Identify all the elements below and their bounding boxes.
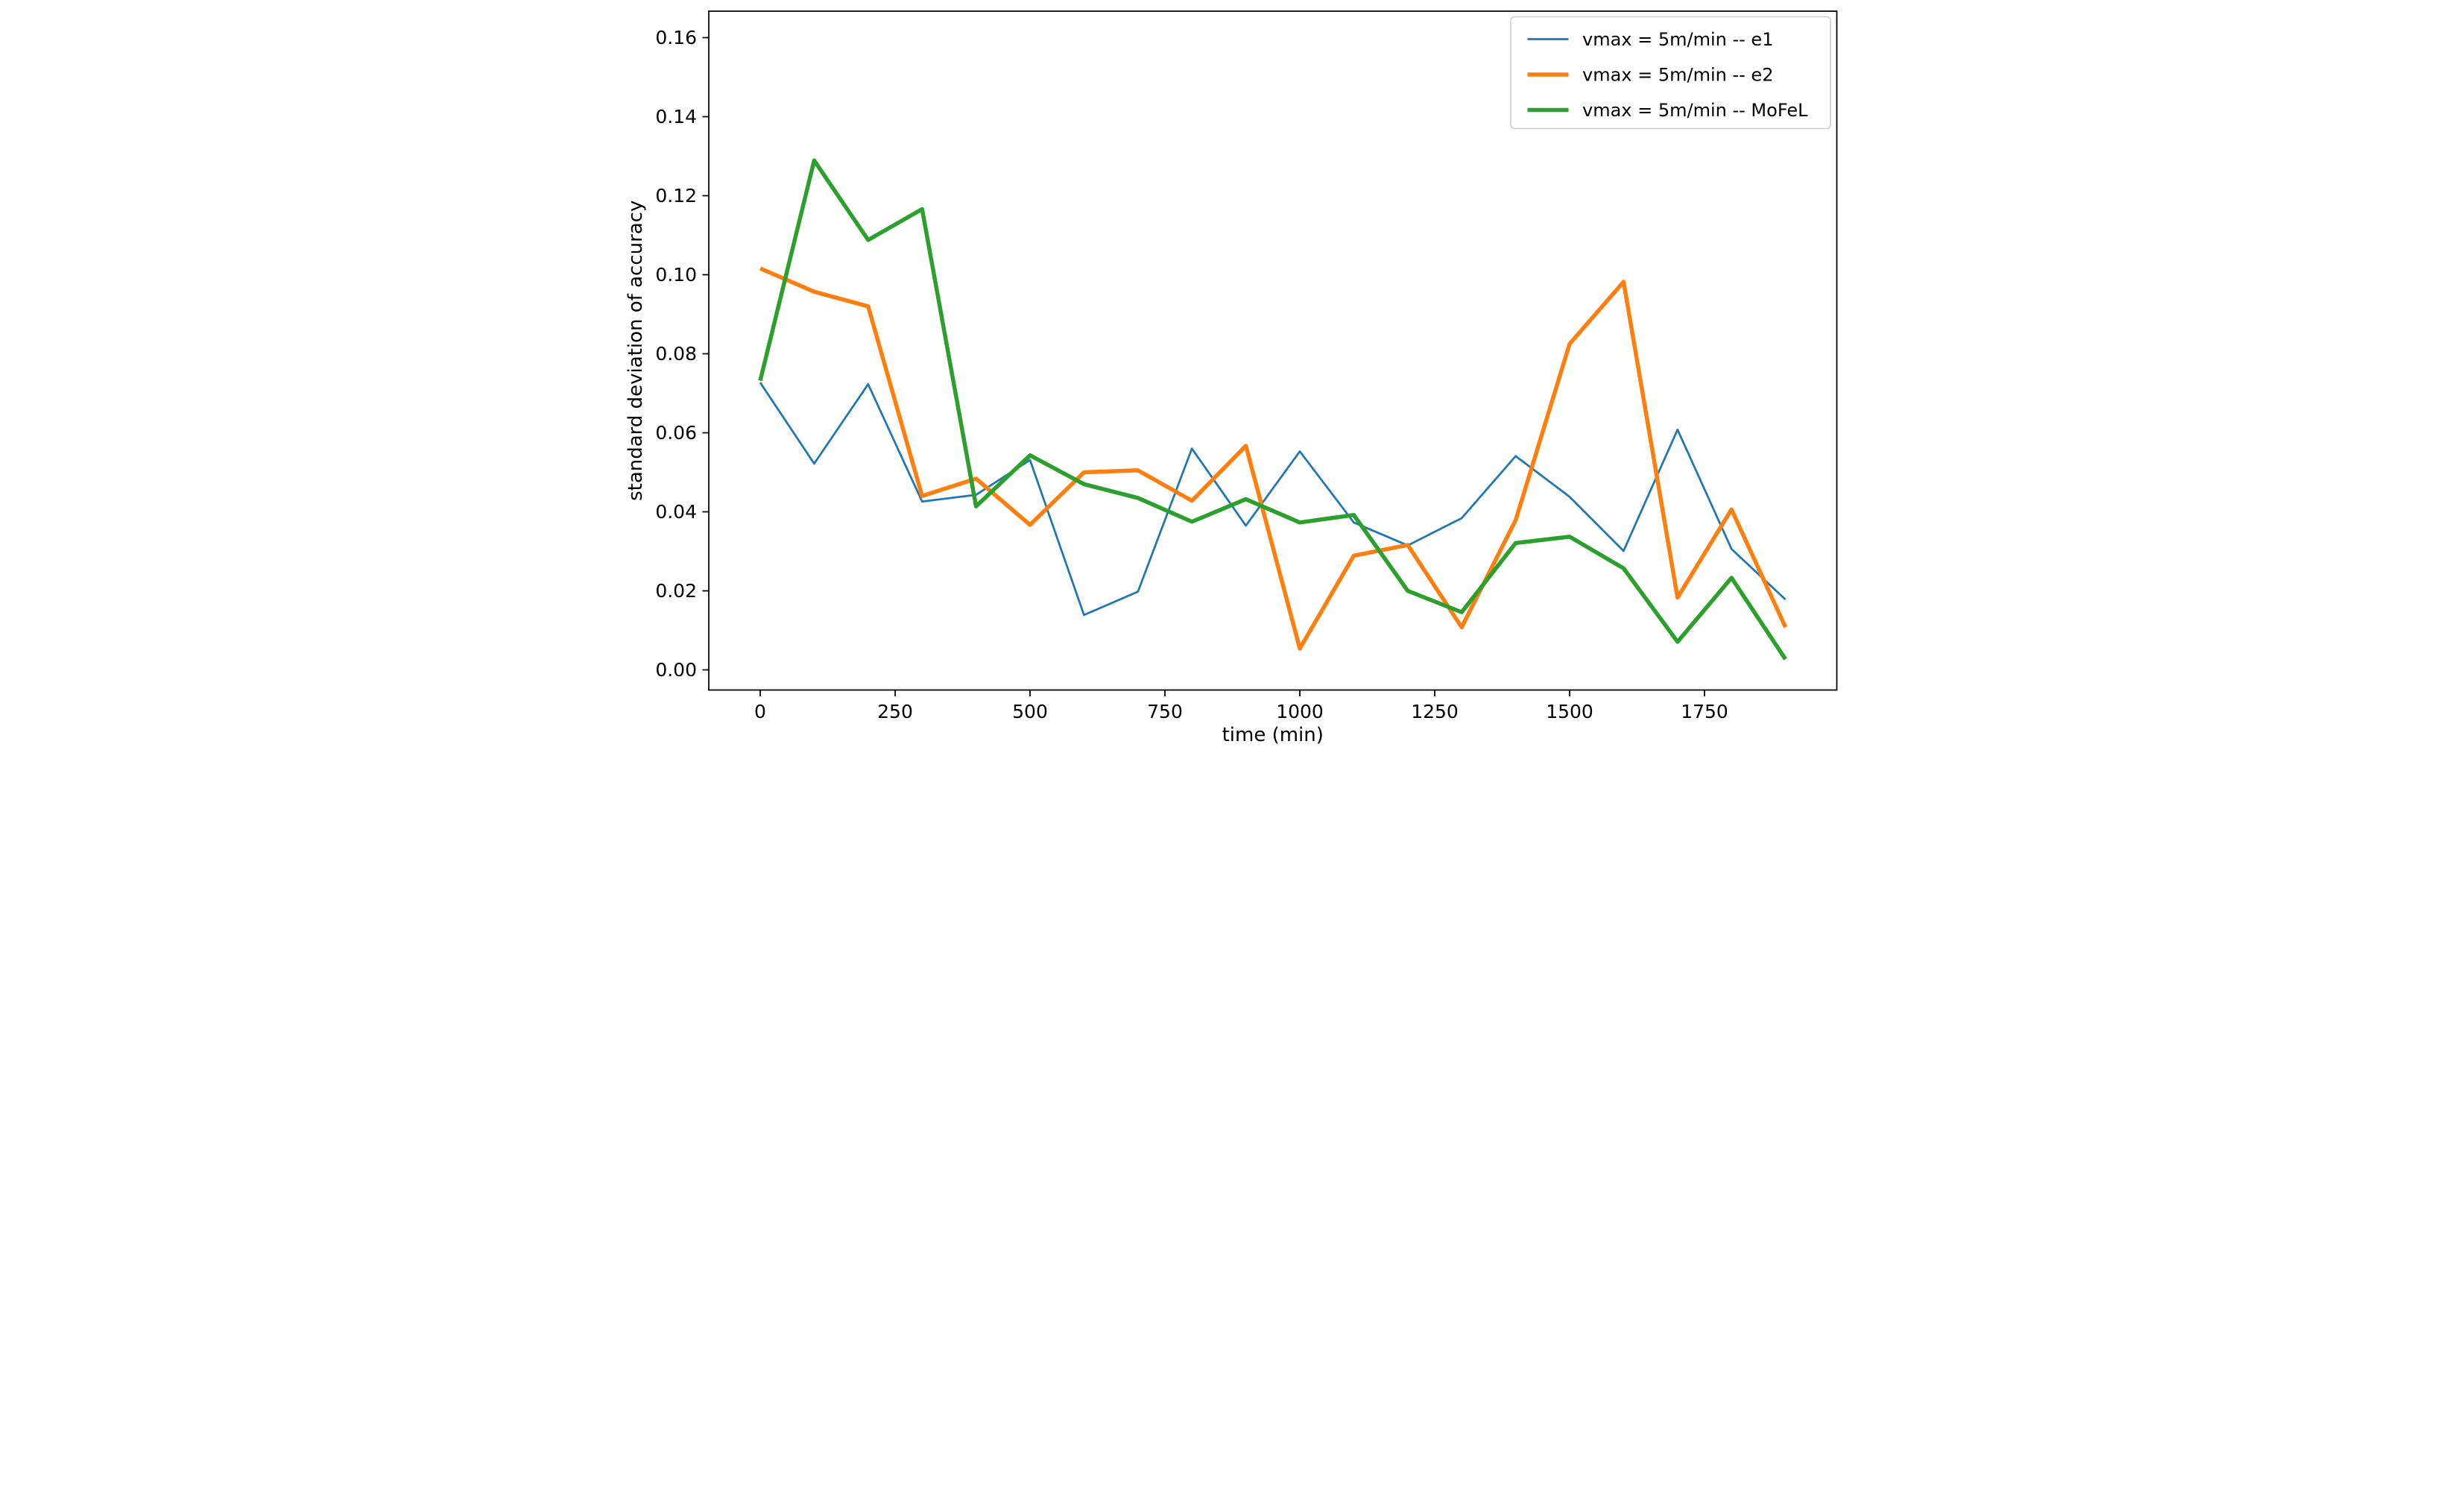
line-chart-figure: 0 250 500 750 1000 1250 1500 1750 0.00 0.02 0.04 0.…	[616, 0, 1848, 753]
x-tick-label: 250	[877, 701, 913, 722]
y-tick-label: 0.06	[655, 422, 697, 444]
x-tick-label: 1000	[1276, 701, 1324, 722]
y-tick-label: 0.16	[655, 27, 697, 48]
x-axis-label: time (min)	[1222, 724, 1323, 746]
x-tick-label: 1750	[1681, 701, 1728, 722]
y-axis-label: standard deviation of accuracy	[625, 201, 647, 501]
legend-label-3: vmax = 5m/min -- MoFeL	[1582, 100, 1808, 121]
legend-label-1: vmax = 5m/min -- e1	[1582, 29, 1773, 50]
series-line-3	[757, 158, 1787, 661]
x-tick-label: 1250	[1411, 701, 1459, 722]
y-tick-label: 0.10	[655, 264, 697, 286]
x-tick-label: 750	[1147, 701, 1183, 722]
series-line-1	[759, 382, 1787, 617]
y-tick-label: 0.14	[655, 106, 697, 127]
y-tick-label: 0.04	[655, 501, 697, 523]
plot-spines	[707, 10, 1837, 691]
legend-box	[1509, 16, 1831, 130]
series-line-2	[759, 266, 1787, 651]
x-tick-label: 1500	[1546, 701, 1593, 722]
y-tick-label: 0.00	[655, 659, 697, 681]
x-tick-label: 0	[754, 701, 766, 722]
y-tick-label: 0.02	[655, 580, 697, 602]
x-tick-label: 500	[1012, 701, 1048, 722]
legend-label-2: vmax = 5m/min -- e2	[1582, 65, 1773, 86]
y-tick-label: 0.12	[655, 185, 697, 207]
y-tick-label: 0.08	[655, 343, 697, 365]
chart-canvas: 0 250 500 750 1000 1250 1500 1750 0.00 0.02 0.04 0.…	[616, 0, 1848, 753]
